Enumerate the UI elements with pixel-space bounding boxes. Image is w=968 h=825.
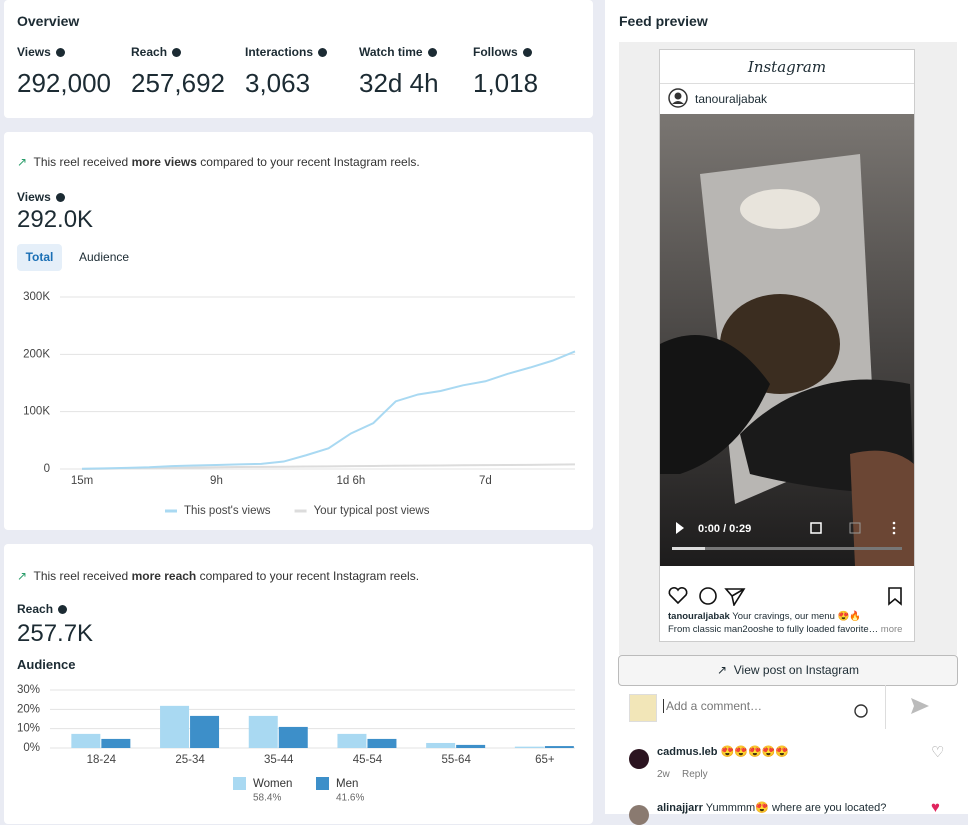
metric-value: 3,063 [245, 68, 311, 98]
metric-value: 32d 4h [359, 68, 439, 98]
metric-value: 292,000 [17, 68, 111, 98]
metric-label: Reach [131, 45, 182, 59]
page-avatar [629, 694, 657, 722]
reach-value: 257.7K [17, 620, 94, 647]
info-icon[interactable] [55, 48, 65, 57]
like-icon[interactable]: ♥ [931, 799, 940, 816]
info-icon[interactable] [55, 193, 65, 202]
button-text: View post on Instagram [733, 663, 859, 677]
comment: alinajjarr Yummmm😍 where are you located… [657, 801, 886, 814]
like-icon[interactable]: ♡ [931, 744, 945, 761]
info-icon[interactable] [318, 48, 328, 57]
note-text: This reel received [33, 569, 132, 583]
tab-total[interactable]: Total [17, 244, 62, 271]
info-icon[interactable] [172, 48, 182, 57]
metric-label: Views [17, 45, 65, 59]
tab-audience[interactable]: Audience [79, 250, 130, 264]
comment-avatar [629, 805, 649, 825]
comment-user[interactable]: cadmus.leb [657, 746, 718, 758]
section-title: Audience [17, 657, 76, 672]
caption: tanouraljabak Your cravings, our menu 😍🔥 [668, 611, 861, 622]
divider [885, 685, 886, 729]
label-text: Watch time [359, 45, 423, 59]
view-post-button[interactable]: ↗ View post on Instagram [618, 655, 958, 686]
label-text: Interactions [245, 45, 314, 59]
overview-title: Overview [17, 13, 80, 29]
feed-title: Feed preview [619, 13, 708, 29]
metric-label: Interactions [245, 45, 328, 59]
metric-label: Watch time [359, 45, 437, 59]
comment-user[interactable]: alinajjarr [657, 802, 703, 814]
note-text: compared to your recent Instagram reels. [196, 155, 420, 169]
caption-user[interactable]: tanouraljabak [668, 611, 730, 622]
post-actions [668, 586, 902, 606]
views-note: ↗ This reel received more views compared… [17, 155, 420, 169]
note-strong: more views [131, 155, 197, 169]
comment-input[interactable]: Add a comment… [663, 699, 762, 713]
video-time: 0:00 / 0:29 [698, 523, 751, 535]
views-card: ↗ This reel received more views compared… [4, 132, 593, 530]
label-text: Views [17, 45, 51, 59]
views-label: Views [17, 190, 65, 204]
reply-link[interactable]: Reply [682, 769, 708, 780]
note-strong: more reach [131, 569, 197, 583]
video[interactable]: 0:00 / 0:29 [660, 114, 914, 566]
phone: Instagram tanouraljabak 0:00 / 0:29 t [659, 49, 915, 642]
emoji-icon[interactable] [853, 703, 869, 719]
info-icon[interactable] [427, 48, 437, 57]
info-icon[interactable] [58, 605, 68, 614]
username[interactable]: tanouraljabak [695, 92, 768, 106]
label-text: Reach [17, 602, 54, 616]
comment-age: 2w [657, 769, 670, 780]
more-link[interactable]: more [880, 624, 903, 635]
feed-panel: Feed preview Instagram tanouraljabak 0:0… [605, 0, 968, 825]
caption-text: From classic man2ooshe to fully loaded f… [668, 624, 879, 635]
send-icon[interactable] [910, 697, 930, 715]
reach-card: ↗ This reel received more reach compared… [4, 544, 593, 824]
divider [660, 83, 914, 84]
views-value: 292.0K [17, 206, 94, 233]
overview-card: Overview Views 292,000 Reach 257,692 Interac… [4, 0, 593, 118]
avatar [668, 88, 688, 108]
comment: cadmus.leb 😍😍😍😍😍 [657, 745, 789, 758]
comment-text: 😍😍😍😍😍 [720, 746, 790, 758]
metric-value: 1,018 [473, 68, 539, 98]
metric-value: 257,692 [131, 68, 225, 98]
label-text: Views [17, 190, 51, 204]
label-text: Reach [131, 45, 168, 59]
caption-text: Your cravings, our menu 😍🔥 [732, 611, 862, 622]
label-text: Follows [473, 45, 518, 59]
note-text: This reel received [33, 155, 132, 169]
info-icon[interactable] [522, 48, 532, 57]
caption-2: From classic man2ooshe to fully loaded f… [668, 624, 902, 635]
metric-label: Follows [473, 45, 532, 59]
reach-note: ↗ This reel received more reach compared… [17, 569, 420, 583]
comment-text: Yummmm😍 where are you located? [705, 802, 887, 814]
ig-logo: Instagram [747, 58, 827, 76]
reach-label: Reach [17, 602, 68, 616]
note-text: compared to your recent Instagram reels. [196, 569, 420, 583]
comment-avatar [629, 749, 649, 769]
